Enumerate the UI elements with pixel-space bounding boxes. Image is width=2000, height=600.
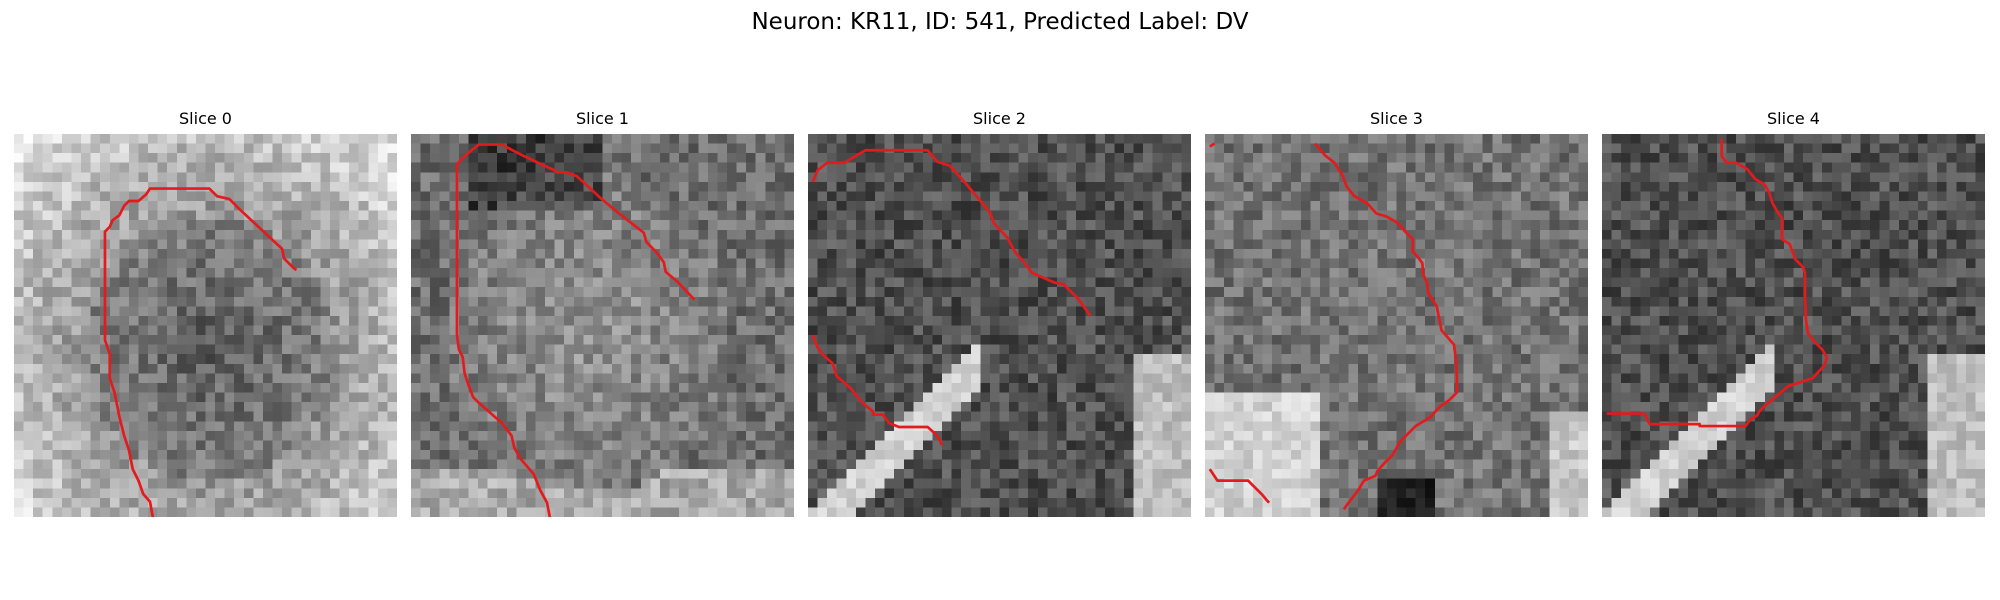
slice-title-1: Slice 1 xyxy=(576,109,629,128)
pixel-grid xyxy=(14,134,397,517)
contour-line xyxy=(811,148,1092,317)
slice-image-3 xyxy=(1205,134,1588,517)
slice-title-4: Slice 4 xyxy=(1767,109,1820,128)
slice-image-1 xyxy=(411,134,794,517)
contour-line xyxy=(1208,468,1271,504)
pixel-grid xyxy=(808,134,1191,517)
slice-panel-1: Slice 1 xyxy=(411,106,794,518)
pixel-grid xyxy=(1205,134,1588,517)
contour-line xyxy=(103,187,298,517)
slice-title-2: Slice 2 xyxy=(973,109,1026,128)
contour-line xyxy=(455,143,696,517)
contour-line xyxy=(1314,142,1459,511)
slice-panel-4: Slice 4 xyxy=(1602,106,1985,518)
slice-title-3: Slice 3 xyxy=(1370,109,1423,128)
slice-image-0 xyxy=(14,134,397,517)
contour-line xyxy=(1209,142,1216,148)
contour-line xyxy=(1606,138,1829,428)
pixel-grid xyxy=(1602,134,1985,517)
slice-image-4 xyxy=(1602,134,1985,517)
slice-title-0: Slice 0 xyxy=(179,109,232,128)
contour-line xyxy=(811,334,944,446)
slice-panel-3: Slice 3 xyxy=(1205,106,1588,518)
figure-title: Neuron: KR11, ID: 541, Predicted Label: … xyxy=(751,9,1249,35)
slice-image-2 xyxy=(808,134,1191,517)
slice-panel-2: Slice 2 xyxy=(808,106,1191,518)
slice-panel-0: Slice 0 xyxy=(14,106,397,518)
pixel-grid xyxy=(411,134,794,517)
